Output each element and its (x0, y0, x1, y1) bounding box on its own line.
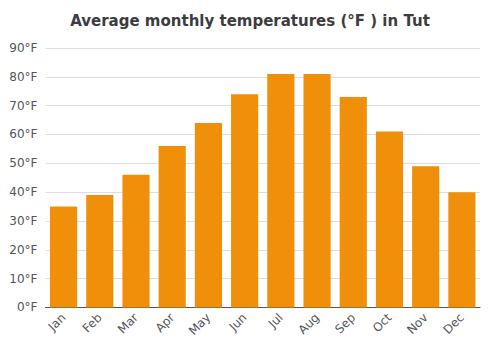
svg-text:Dec: Dec (441, 311, 467, 337)
svg-text:Nov: Nov (404, 311, 430, 337)
svg-text:May: May (186, 311, 213, 338)
svg-text:90°F: 90°F (9, 41, 37, 55)
svg-text:70°F: 70°F (9, 99, 37, 113)
svg-text:0°F: 0°F (17, 300, 38, 314)
svg-text:Feb: Feb (80, 311, 105, 336)
svg-text:60°F: 60°F (9, 127, 37, 141)
svg-text:Jul: Jul (265, 311, 286, 332)
svg-text:Mar: Mar (115, 310, 141, 336)
svg-text:Apr: Apr (153, 310, 178, 335)
svg-text:Oct: Oct (370, 310, 395, 335)
svg-text:Jan: Jan (45, 311, 69, 335)
svg-text:20°F: 20°F (9, 243, 37, 257)
svg-text:Average monthly temperatures (: Average monthly temperatures (°F ) in Tu… (70, 12, 430, 30)
svg-text:Sep: Sep (332, 311, 358, 337)
svg-text:80°F: 80°F (9, 70, 37, 84)
svg-text:10°F: 10°F (9, 272, 37, 286)
svg-text:Jun: Jun (226, 311, 250, 335)
svg-text:40°F: 40°F (9, 185, 37, 199)
svg-text:30°F: 30°F (9, 214, 37, 228)
svg-text:Aug: Aug (296, 311, 322, 337)
svg-text:50°F: 50°F (9, 156, 37, 170)
